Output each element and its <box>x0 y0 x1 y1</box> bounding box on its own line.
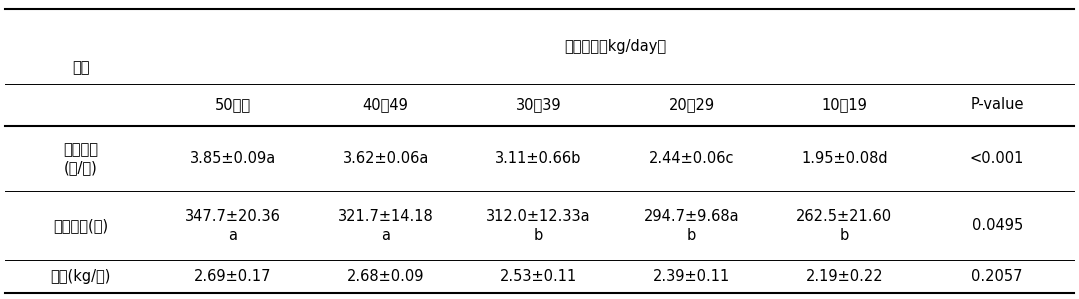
Text: 산유수준（kg/day）: 산유수준（kg/day） <box>564 39 666 54</box>
Text: 2.69±0.17: 2.69±0.17 <box>194 269 272 284</box>
Text: 312.0±12.33a
b: 312.0±12.33a b <box>487 209 591 243</box>
Text: 30～39: 30～39 <box>516 97 561 112</box>
Text: 구분: 구분 <box>72 60 90 75</box>
Text: <0.001: <0.001 <box>970 151 1024 166</box>
Text: 50이상: 50이상 <box>215 97 251 112</box>
Text: 3.62±0.06a: 3.62±0.06a <box>342 151 429 166</box>
Text: 2.68±0.09: 2.68±0.09 <box>347 269 424 284</box>
Text: 2.19±0.22: 2.19±0.22 <box>806 269 883 284</box>
Text: 착유시간(초): 착유시간(초) <box>53 218 109 233</box>
Text: 2.53±0.11: 2.53±0.11 <box>500 269 577 284</box>
Text: P-value: P-value <box>970 97 1024 112</box>
Text: 3.85±0.09a: 3.85±0.09a <box>190 151 276 166</box>
Text: 착유횟수
(횟/일): 착유횟수 (횟/일) <box>64 142 98 175</box>
Text: 294.7±9.68a
b: 294.7±9.68a b <box>644 209 739 243</box>
Text: 3.11±0.66b: 3.11±0.66b <box>495 151 582 166</box>
Text: 347.7±20.36
a: 347.7±20.36 a <box>185 209 281 243</box>
Text: 0.0495: 0.0495 <box>971 218 1023 233</box>
Text: 2.39±0.11: 2.39±0.11 <box>653 269 730 284</box>
Text: 321.7±14.18
a: 321.7±14.18 a <box>338 209 434 243</box>
Text: 262.5±21.60
b: 262.5±21.60 b <box>796 209 892 243</box>
Text: 2.44±0.06c: 2.44±0.06c <box>648 151 734 166</box>
Text: 1.95±0.08d: 1.95±0.08d <box>801 151 888 166</box>
Text: 10～19: 10～19 <box>821 97 868 112</box>
Text: 유속(kg/분): 유속(kg/분) <box>51 269 111 284</box>
Text: 0.2057: 0.2057 <box>971 269 1023 284</box>
Text: 20～29: 20～29 <box>668 97 714 112</box>
Text: 40～49: 40～49 <box>363 97 409 112</box>
